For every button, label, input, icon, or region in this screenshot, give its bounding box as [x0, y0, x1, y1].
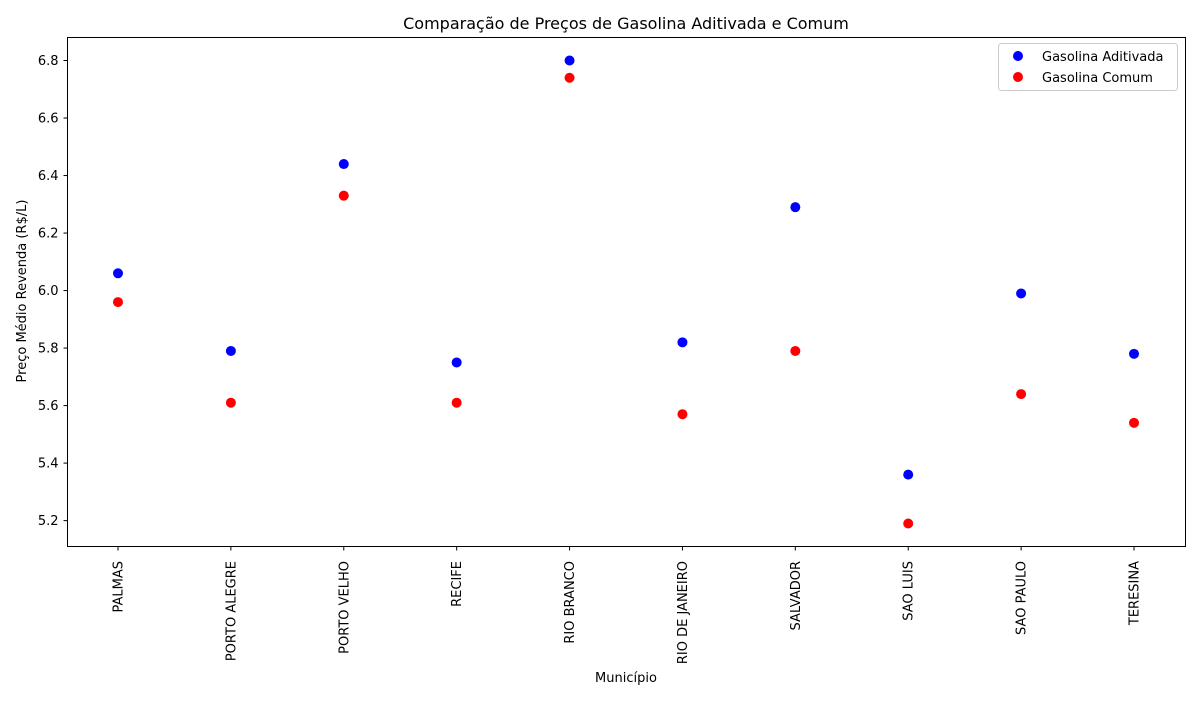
- y-tick-label: 6.2: [38, 227, 59, 242]
- y-tick-label: 5.6: [38, 399, 59, 414]
- y-tick-label: 6.8: [38, 54, 59, 69]
- data-point-aditivada: [1016, 288, 1027, 299]
- x-tick-label: SAO LUIS: [902, 561, 917, 621]
- y-tick-label: 5.4: [38, 457, 59, 472]
- data-point-comum: [338, 190, 349, 201]
- data-point-aditivada: [113, 268, 123, 279]
- x-tick-label: SALVADOR: [789, 561, 804, 630]
- data-point-aditivada: [451, 357, 462, 368]
- data-point-aditivada: [338, 159, 349, 170]
- data-point-aditivada: [903, 469, 914, 480]
- x-tick-label: RIO DE JANEIRO: [676, 561, 691, 664]
- legend-label-comum: Gasolina Comum: [1042, 71, 1153, 86]
- data-point-aditivada: [1129, 348, 1139, 359]
- x-tick-label: TERESINA: [1128, 561, 1143, 626]
- y-tick-label: 6.0: [38, 284, 59, 299]
- data-point-comum: [225, 397, 236, 408]
- legend: Gasolina Aditivada Gasolina Comum: [998, 43, 1178, 91]
- data-point-comum: [677, 409, 688, 420]
- data-point-aditivada: [564, 55, 575, 66]
- y-tick-label: 6.6: [38, 112, 59, 127]
- data-point-comum: [1129, 417, 1139, 428]
- legend-box: [998, 43, 1178, 91]
- chart-title: Comparação de Preços de Gasolina Aditiva…: [403, 14, 849, 33]
- plot-area-frame: [67, 37, 1186, 547]
- data-point-comum: [903, 518, 914, 529]
- x-tick-label: PALMAS: [112, 561, 127, 613]
- data-point-aditivada: [225, 345, 236, 356]
- data-point-aditivada: [790, 202, 801, 213]
- y-tick-label: 5.8: [38, 342, 59, 357]
- data-point-comum: [1016, 389, 1027, 400]
- legend-marker-comum: [1013, 72, 1023, 82]
- x-tick-label: SAO PAULO: [1015, 561, 1030, 635]
- data-point-comum: [564, 72, 575, 83]
- data-point-comum: [790, 345, 801, 356]
- axis-ticks: 5.2 5.4 5.6 5.8 6.0 6.2 6.4 6.6 6.8 PALMAS PORTO A…: [38, 54, 1143, 664]
- x-tick-label: RIO BRANCO: [563, 561, 578, 644]
- x-tick-label: RECIFE: [450, 561, 465, 607]
- data-point-comum: [451, 397, 462, 408]
- legend-marker-aditivada: [1013, 51, 1023, 61]
- y-tick-label: 6.4: [38, 169, 59, 184]
- data-point-comum: [113, 297, 123, 308]
- x-tick-label: PORTO ALEGRE: [224, 561, 239, 661]
- x-tick-label: PORTO VELHO: [337, 561, 352, 654]
- x-axis-label: Município: [595, 671, 657, 686]
- data-points: [113, 55, 1139, 529]
- legend-label-aditivada: Gasolina Aditivada: [1042, 50, 1163, 65]
- y-axis-label: Preço Médio Revenda (R$/L): [15, 200, 30, 383]
- y-tick-label: 5.2: [38, 514, 59, 529]
- data-point-aditivada: [677, 337, 688, 348]
